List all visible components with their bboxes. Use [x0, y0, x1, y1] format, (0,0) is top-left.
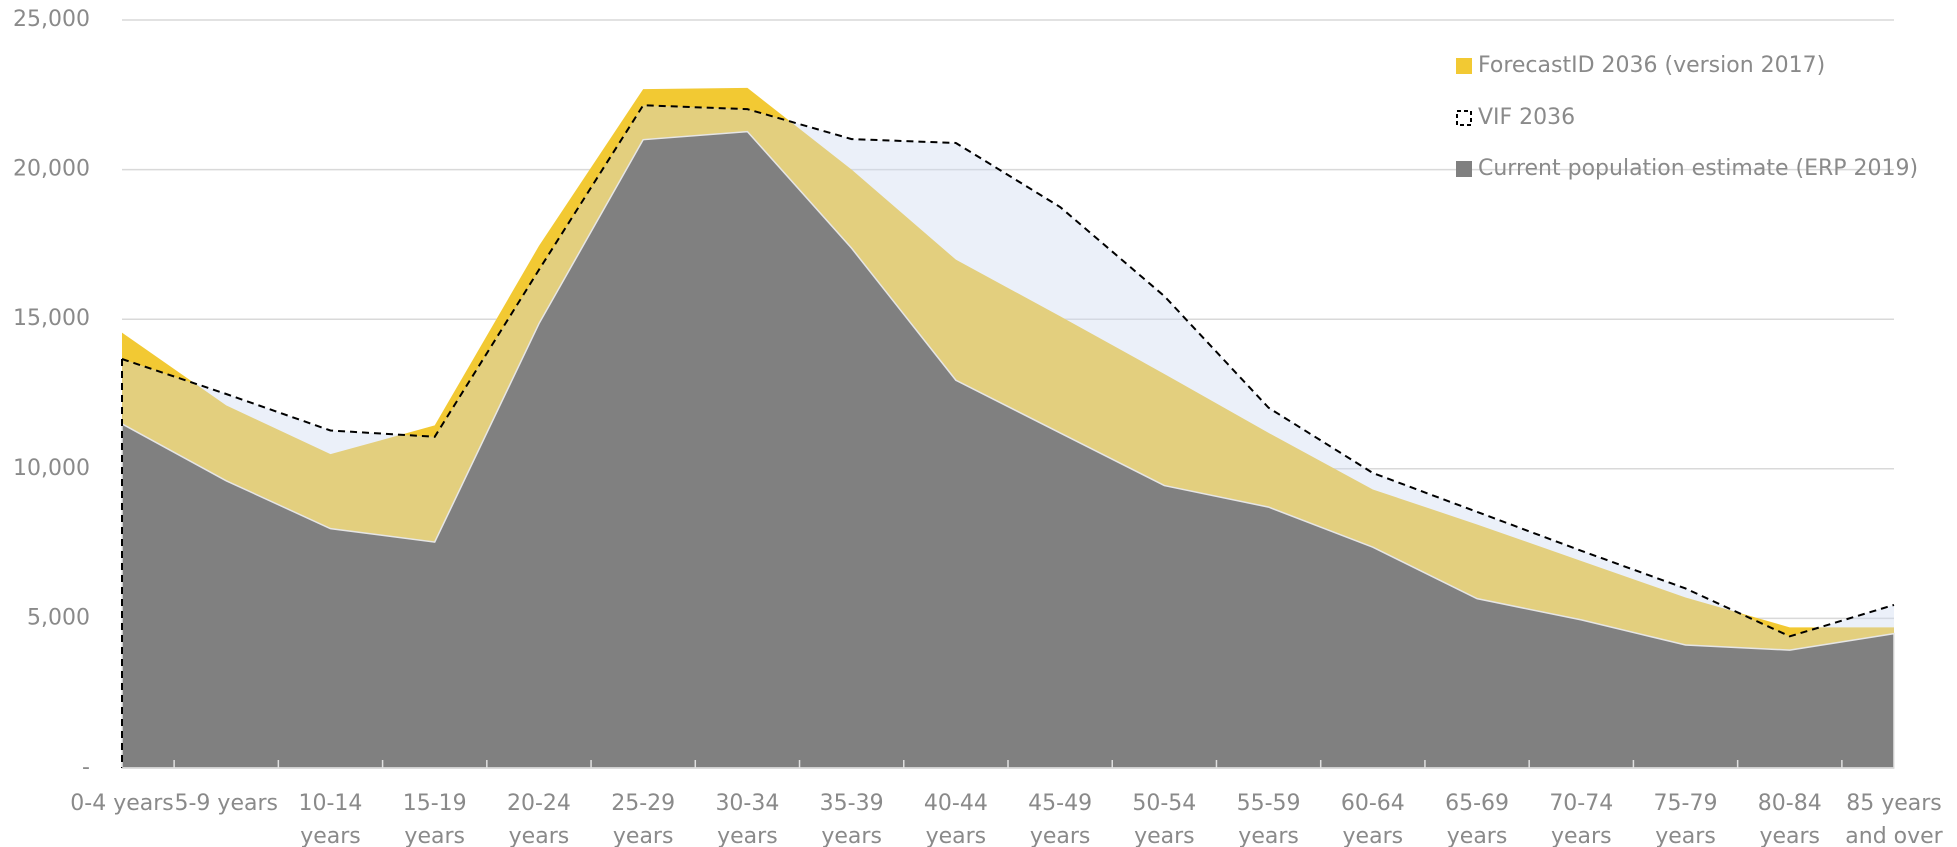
legend-label: Current population estimate (ERP 2019)	[1478, 156, 1918, 181]
legend-label: VIF 2036	[1478, 105, 1575, 130]
x-tick-label: 55-59 years	[1236, 791, 1301, 847]
y-tick-label: 10,000	[13, 456, 90, 481]
x-tick-label: 45-49 years	[1028, 791, 1093, 847]
x-tick-label: 85 years and over	[1845, 791, 1943, 847]
x-tick-label: 10-14 years	[298, 791, 363, 847]
line	[121, 104, 1895, 638]
x-tick-label: 70-74 years	[1549, 791, 1614, 847]
x-tick-label: 40-44 years	[923, 791, 988, 847]
x-tick-label: 5-9 years	[174, 791, 278, 816]
legend-swatch	[1456, 58, 1472, 74]
legend-swatch	[1456, 161, 1472, 177]
y-tick-label: 15,000	[13, 306, 90, 331]
y-tick-label: 5,000	[27, 605, 90, 630]
y-tick-label: 20,000	[13, 157, 90, 182]
y-tick-label: 25,000	[13, 7, 90, 32]
x-tick-label: 20-24 years	[506, 791, 571, 847]
x-tick-label: 80-84 years	[1757, 791, 1822, 847]
x-tick-label: 60-64 years	[1340, 791, 1405, 847]
x-tick-label: 30-34 years	[715, 791, 780, 847]
x-tick-label: 75-79 years	[1653, 791, 1718, 847]
x-tick-label: 0-4 years	[70, 791, 174, 816]
y-tick-label: -	[82, 755, 90, 780]
legend-label: ForecastID 2036 (version 2017)	[1478, 53, 1825, 78]
x-tick-label: 50-54 years	[1132, 791, 1197, 847]
legend-swatch	[1456, 110, 1472, 126]
x-tick-label: 65-69 years	[1445, 791, 1510, 847]
x-tick-label: 25-29 years	[611, 791, 676, 847]
x-tick-label: 15-19 years	[402, 791, 467, 847]
area	[121, 130, 1895, 769]
x-tick-label: 35-39 years	[819, 791, 884, 847]
